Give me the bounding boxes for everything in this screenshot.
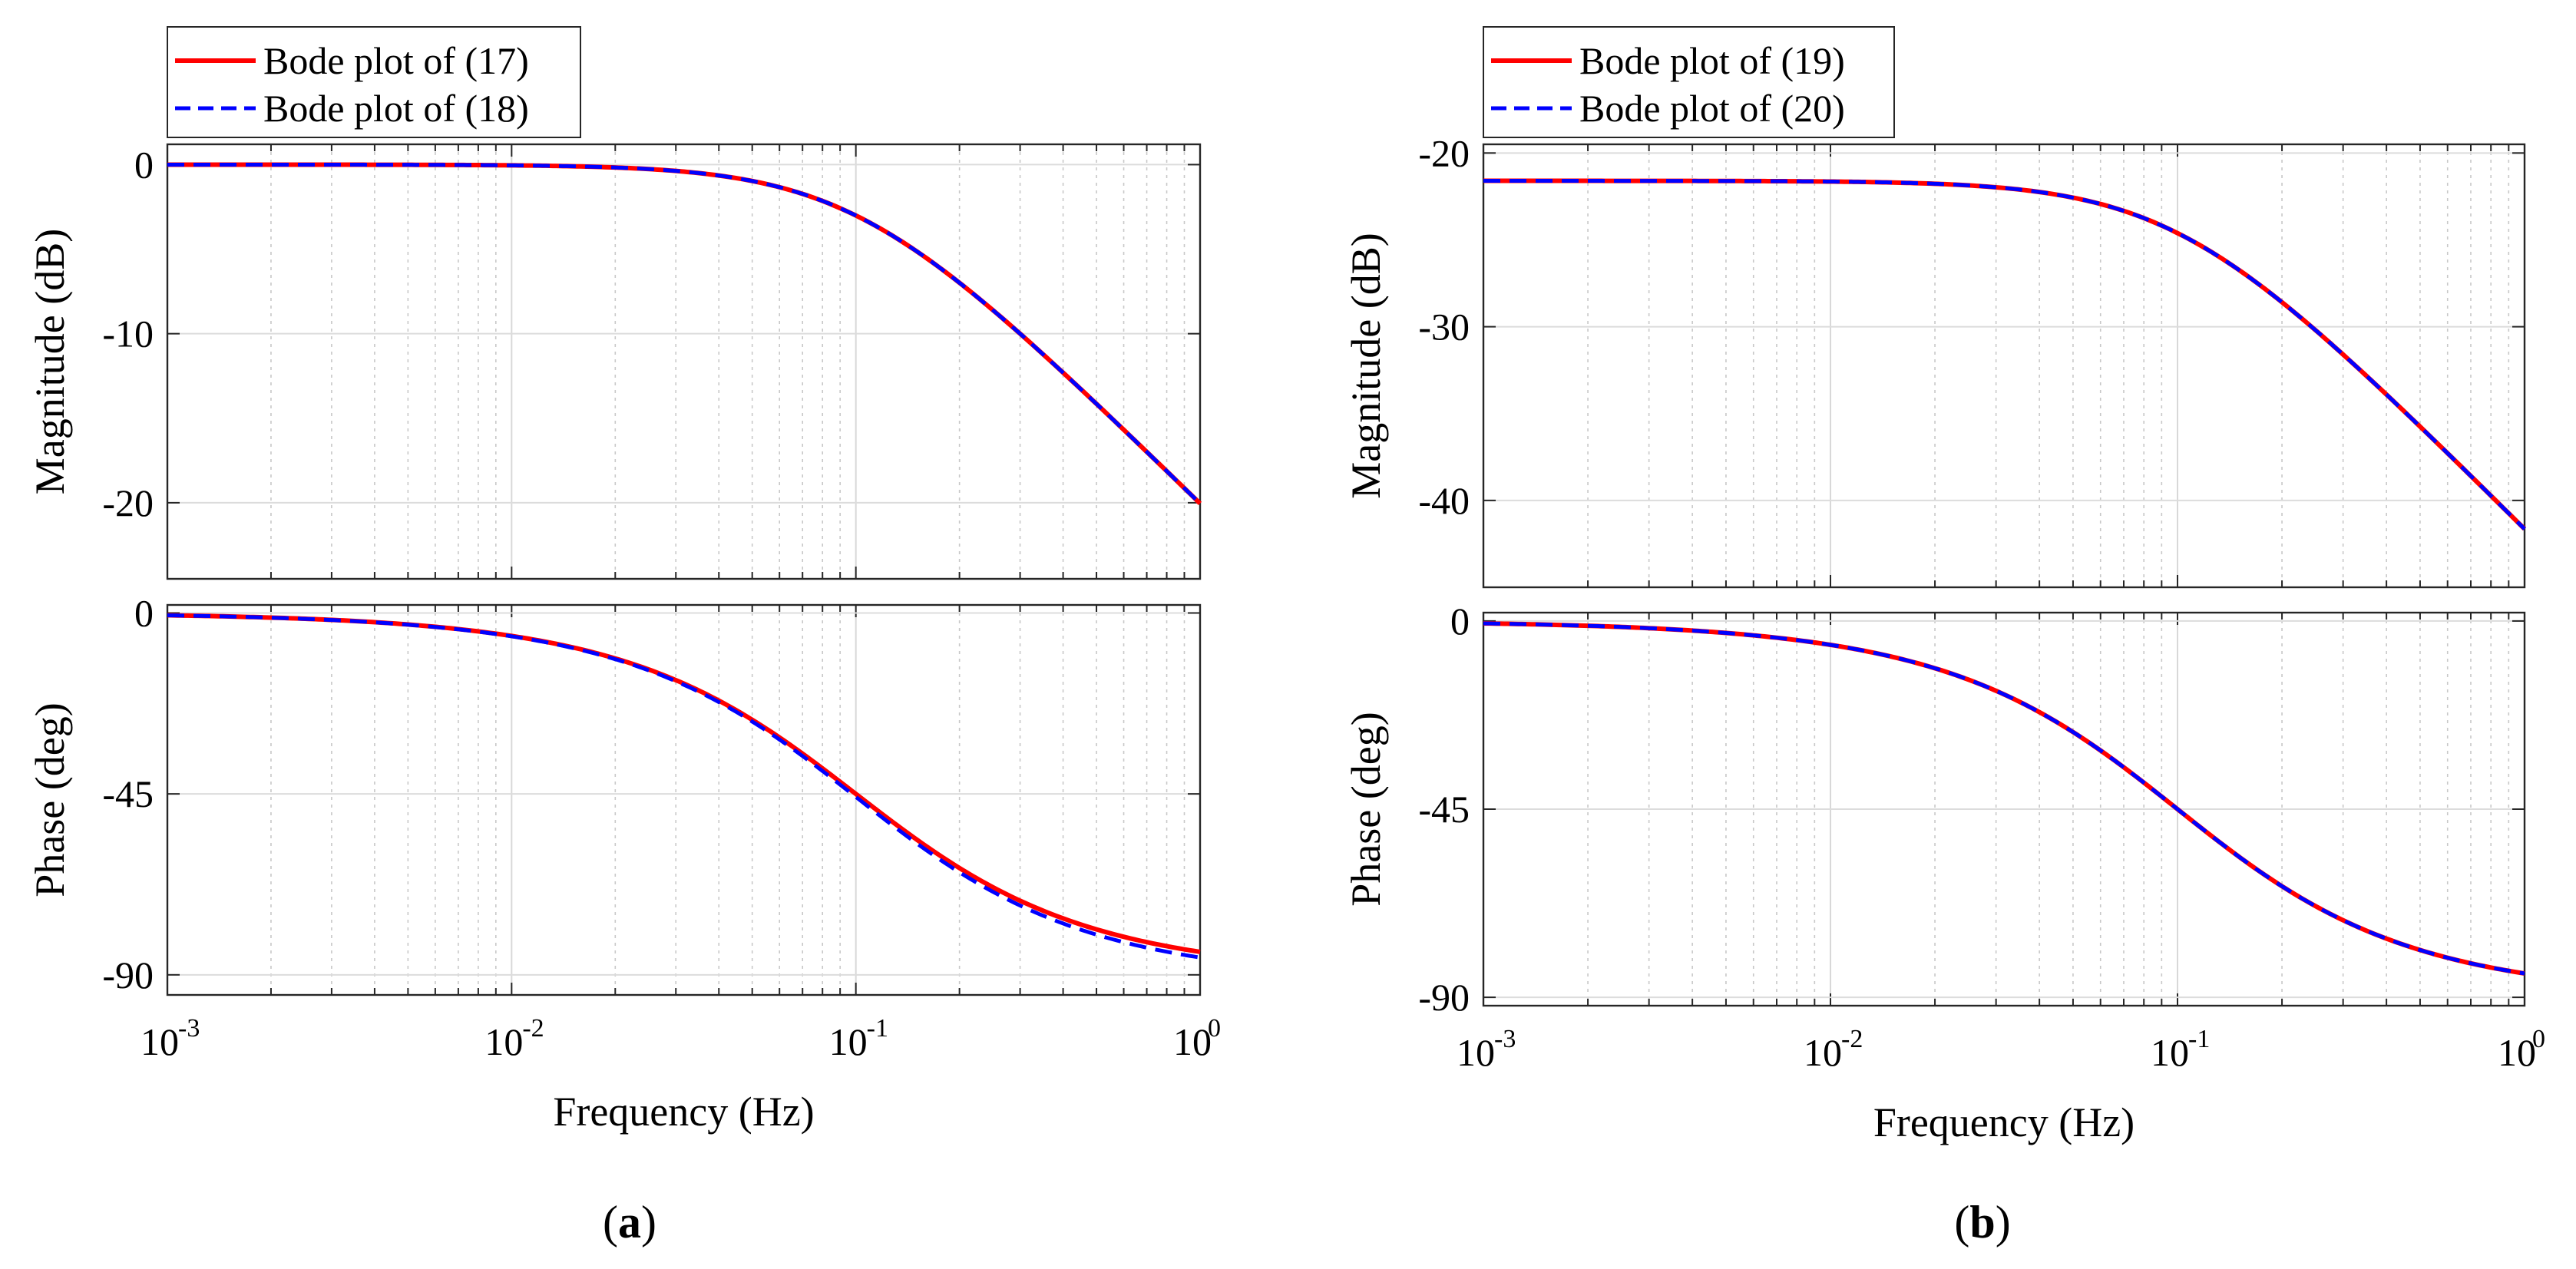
phase-frame	[166, 603, 1202, 996]
magnitude-ylabel: Magnitude (dB)	[27, 229, 73, 494]
x-tick-base: 10	[484, 1020, 523, 1063]
x-axis-label: Frequency (Hz)	[553, 1089, 814, 1135]
x-tick-base: 10	[1457, 1031, 1495, 1074]
x-tick-base: 10	[141, 1020, 179, 1063]
x-tick-exponent: 0	[1208, 1014, 1221, 1043]
phase-series-line	[1483, 621, 2525, 976]
x-axis-label: Frequency (Hz)	[1873, 1099, 2135, 1145]
legend: Bode plot of (19) Bode plot of (20)	[1483, 26, 1895, 138]
y-tick-label: -30	[1418, 306, 1470, 349]
y-tick-label: -10	[102, 312, 154, 355]
phase-series-line	[167, 613, 1201, 954]
x-tick-exponent: -2	[522, 1014, 544, 1043]
x-tick-label: 10 -2	[1804, 1025, 1863, 1074]
x-tick-exponent: -3	[1494, 1025, 1516, 1053]
x-tick-base: 10	[2151, 1031, 2189, 1074]
panel-caption: (a)	[603, 1197, 656, 1248]
phase-axes: 0 -45 -90 Phase (deg)	[27, 591, 1202, 996]
x-tick-base: 10	[829, 1020, 868, 1063]
phase-ylabel: Phase (deg)	[1343, 712, 1389, 906]
legend-label: Bode plot of (19)	[1579, 39, 1845, 82]
y-tick-label: -90	[1418, 976, 1470, 1019]
magnitude-series-line	[1483, 178, 2527, 531]
magnitude-frame	[1482, 143, 2526, 589]
caption-letter: a	[618, 1197, 641, 1248]
y-tick-label: -45	[1418, 788, 1470, 831]
phase-series-line	[167, 613, 1201, 960]
y-tick-label: -40	[1418, 479, 1470, 522]
y-tick-label: -20	[1418, 131, 1470, 174]
magnitude-axes: -20 -30 -40 Magnitude (dB)	[1343, 131, 2526, 589]
y-tick-label: 0	[134, 591, 154, 634]
caption-paren-open: (	[603, 1197, 618, 1248]
x-tick-label: 10 -2	[484, 1014, 544, 1063]
phase-axes: 0 -45 -90 Phase (deg)	[1343, 600, 2526, 1019]
phase-ylabel: Phase (deg)	[27, 702, 73, 897]
x-tick-label: 10 -1	[2151, 1025, 2210, 1074]
magnitude-ylabel: Magnitude (dB)	[1343, 233, 1389, 498]
x-tick-base: 10	[2498, 1031, 2536, 1074]
legend: Bode plot of (17) Bode plot of (18)	[167, 26, 581, 138]
x-tick-label: 100	[1173, 1014, 1221, 1063]
legend-box	[167, 26, 581, 138]
y-tick-label: -90	[102, 953, 154, 996]
x-tick-base: 10	[1173, 1020, 1212, 1063]
x-tick-exponent: -3	[178, 1014, 200, 1043]
x-tick-label: 10 -1	[829, 1014, 888, 1063]
legend-box	[1483, 26, 1895, 138]
caption-letter: b	[1969, 1197, 1995, 1248]
y-tick-label: 0	[1450, 600, 1470, 643]
legend-label: Bode plot of (20)	[1579, 87, 1845, 130]
phase-series-line	[1483, 621, 2525, 976]
y-tick-label: -20	[102, 481, 154, 524]
y-tick-label: -45	[102, 772, 154, 815]
x-tick-base: 10	[1804, 1031, 1842, 1074]
caption-paren-close: )	[641, 1197, 656, 1248]
magnitude-axes: 0 -10 -20 Magnitude (dB)	[27, 143, 1202, 580]
y-tick-label: 0	[134, 143, 154, 186]
x-tick-exponent: -1	[867, 1014, 888, 1043]
phase-frame	[1482, 611, 2526, 1007]
caption-paren-close: )	[1996, 1197, 2011, 1248]
magnitude-series-line	[1483, 179, 2526, 530]
x-tick-exponent: -1	[2188, 1025, 2210, 1053]
caption-paren-open: (	[1954, 1197, 1969, 1248]
x-tick-label: 100	[2498, 1025, 2545, 1074]
x-tick-exponent: -2	[1841, 1025, 1863, 1053]
x-tick-exponent: 0	[2532, 1025, 2545, 1053]
legend-label: Bode plot of (17)	[263, 39, 529, 82]
legend-label: Bode plot of (18)	[263, 87, 529, 130]
x-tick-label: 10 -3	[141, 1014, 200, 1063]
x-tick-label: 10 -3	[1457, 1025, 1516, 1074]
panel-caption: (b)	[1954, 1197, 2010, 1248]
magnitude-series-line	[167, 162, 1202, 505]
magnitude-frame	[166, 143, 1202, 580]
